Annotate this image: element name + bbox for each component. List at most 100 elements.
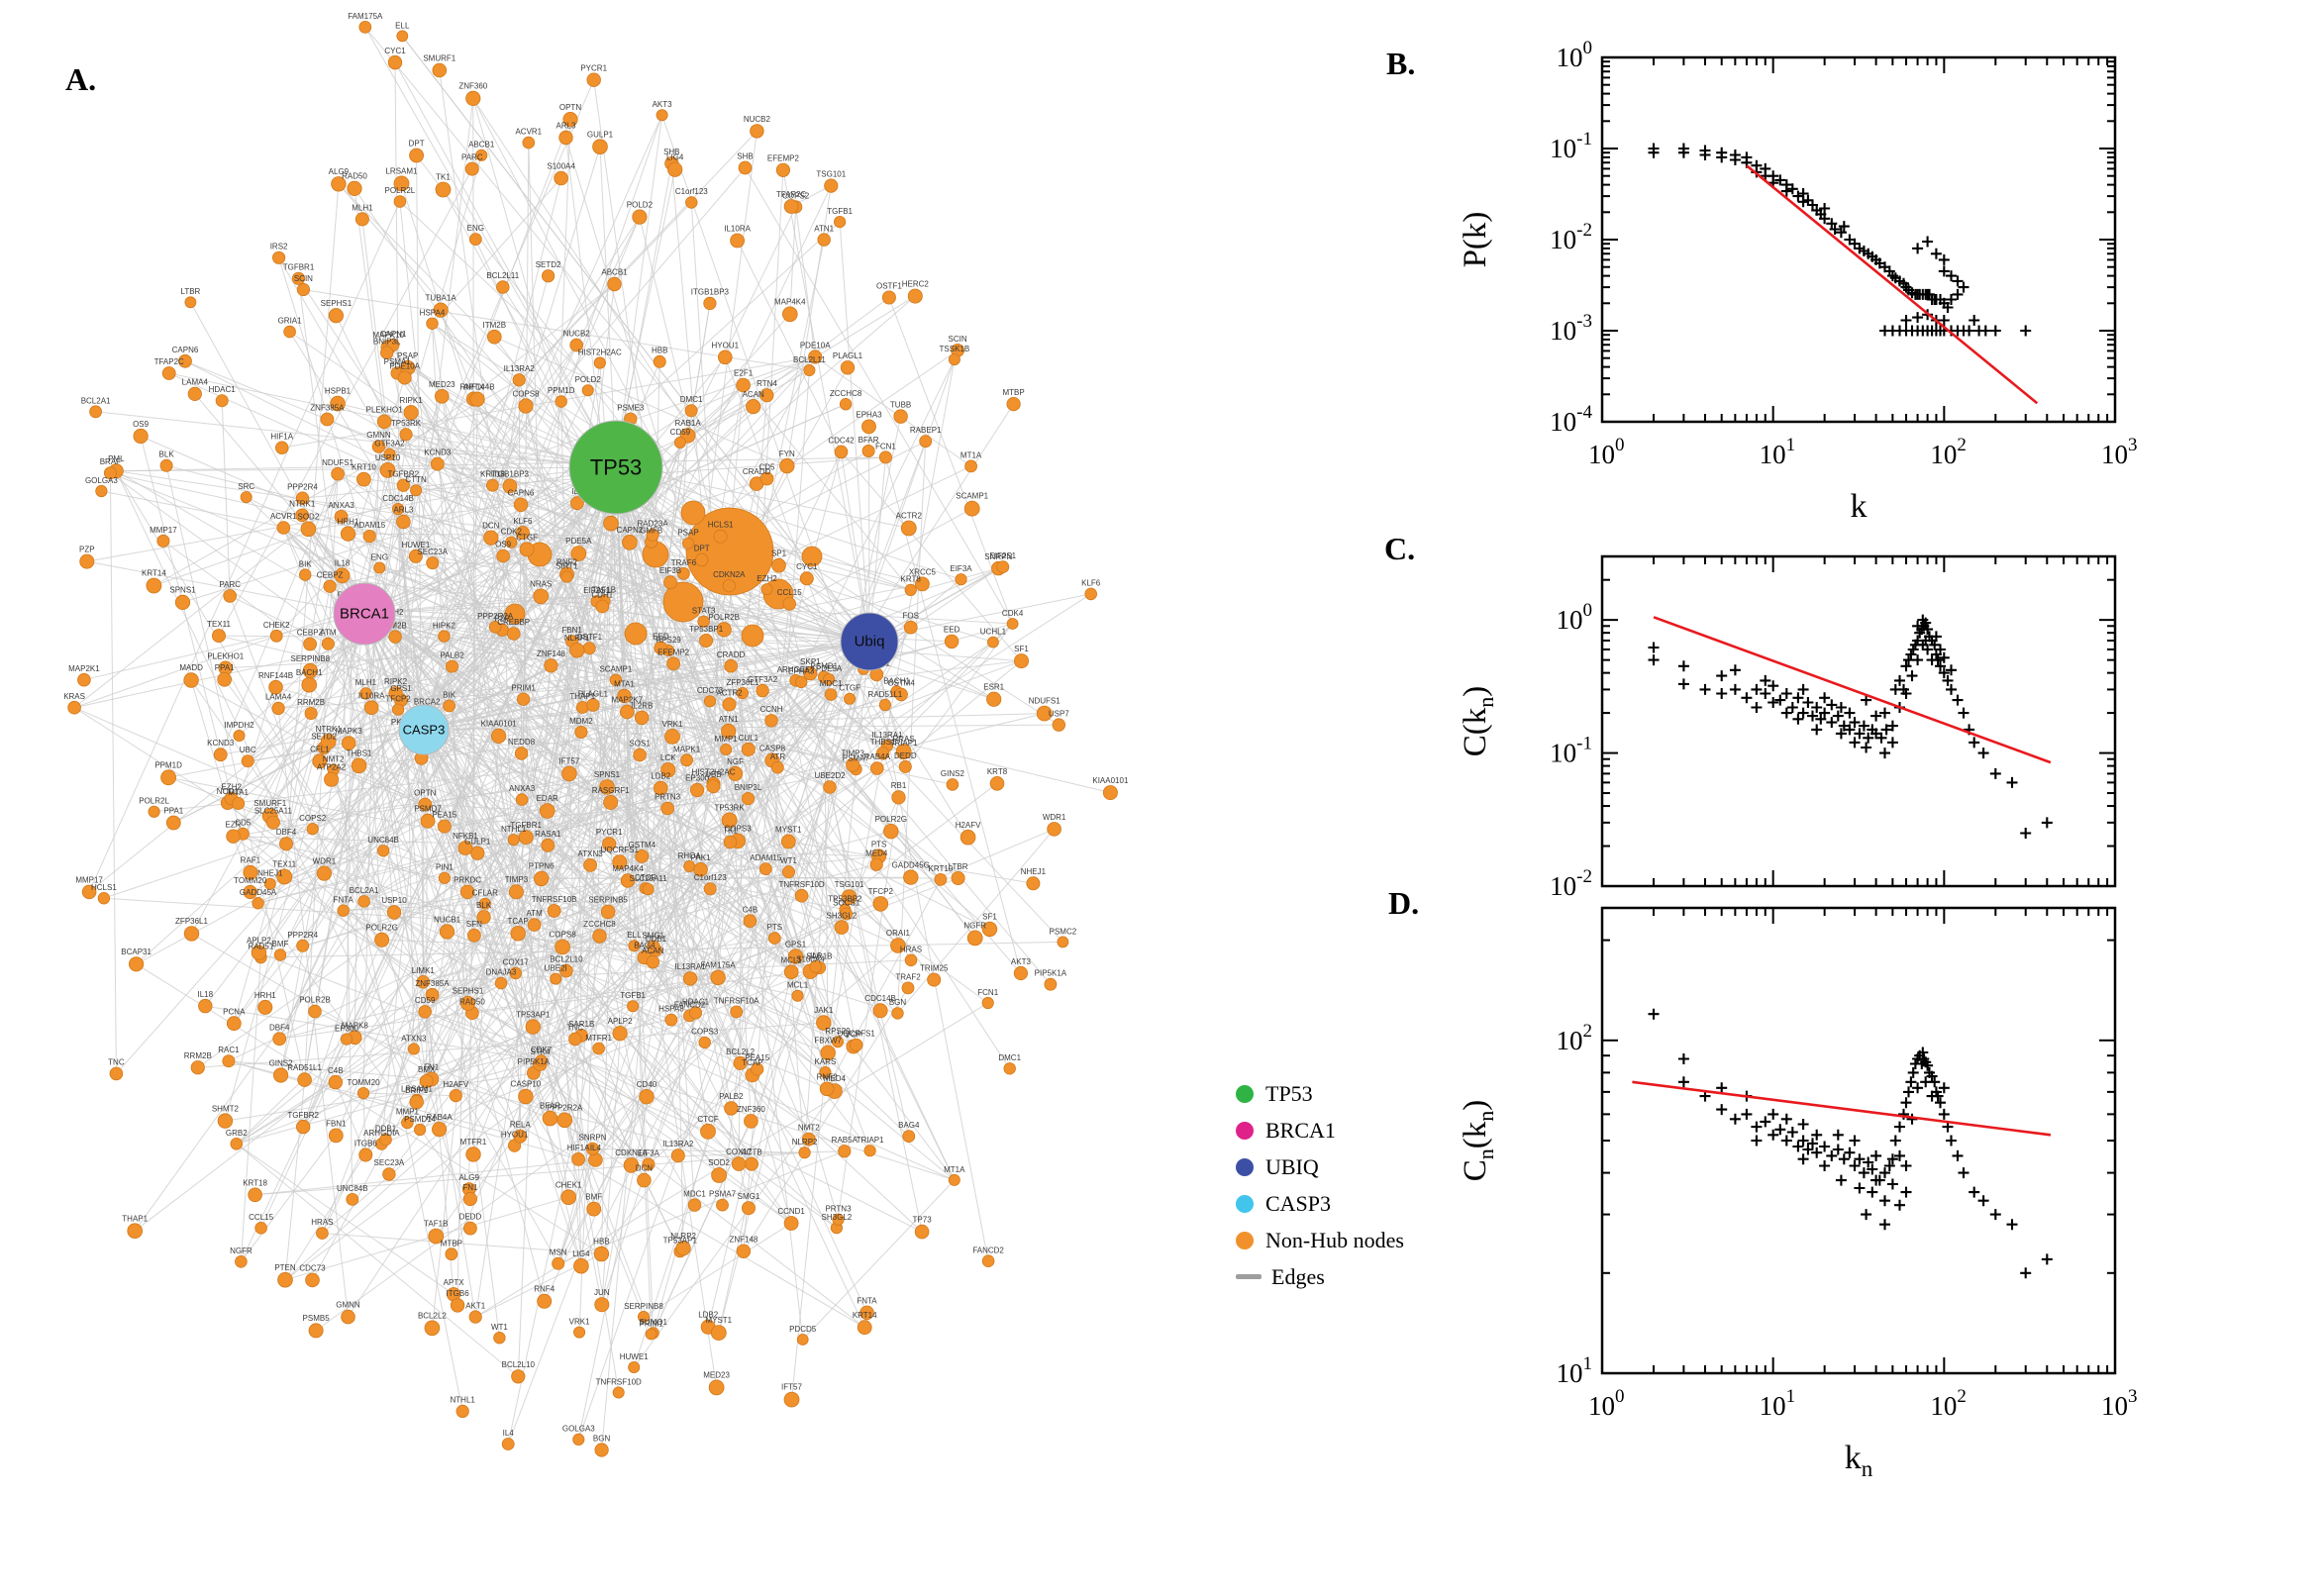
network-edge xyxy=(103,641,870,899)
network-edge xyxy=(690,356,816,412)
gene-label: DPT xyxy=(409,140,425,149)
gene-label: PYCR1 xyxy=(580,64,607,73)
non-hub-node xyxy=(857,1320,872,1336)
tick-label: 10-1 xyxy=(1550,734,1592,768)
tick-label: 10-1 xyxy=(1550,129,1592,163)
network-edge xyxy=(839,222,870,643)
network-edge xyxy=(205,1005,542,1061)
gene-label: THAP1 xyxy=(122,1214,148,1223)
non-hub-node xyxy=(299,568,312,581)
gene-label: TRAF6 xyxy=(671,558,697,567)
gene-label: MSN xyxy=(550,1248,567,1257)
gene-label: KLF6 xyxy=(513,517,533,526)
scatter-point xyxy=(1879,1219,1890,1231)
gene-label: TFCP2 xyxy=(868,887,894,896)
gene-label: SMG1 xyxy=(738,1192,760,1201)
network-edge xyxy=(423,729,695,1206)
gene-label: POLR2L xyxy=(139,797,169,806)
scatter-point xyxy=(1858,720,1869,732)
non-hub-node xyxy=(730,1005,744,1019)
gene-label: PPA1 xyxy=(163,806,183,815)
non-hub-node xyxy=(653,354,666,368)
scatter-point xyxy=(1716,1082,1728,1094)
non-hub-node xyxy=(1026,876,1041,891)
network-edge xyxy=(789,206,797,315)
non-hub-node xyxy=(457,841,473,855)
gene-label: GADD45A xyxy=(240,888,277,897)
gene-label: PPP2R4 xyxy=(287,482,318,491)
network-edge xyxy=(593,79,719,978)
gene-label: GOLGA3 xyxy=(85,476,118,485)
non-hub-node xyxy=(306,823,319,836)
non-hub-node xyxy=(915,576,930,592)
network-edge xyxy=(432,177,561,325)
gene-label: MAPK8 xyxy=(342,1022,369,1031)
non-hub-node xyxy=(418,797,433,812)
gene-label: BCAP31 xyxy=(121,948,152,956)
non-hub-node xyxy=(891,1007,904,1020)
gene-label: SLC25A11 xyxy=(254,807,293,816)
tick-label: 100 xyxy=(1588,435,1625,469)
network-edge xyxy=(421,757,751,922)
gene-label: TEX11 xyxy=(272,860,296,869)
gene-label: ZFP36L1 xyxy=(175,917,208,926)
gene-label: PTEN xyxy=(274,1263,296,1272)
gene-label: EIF2S1 xyxy=(583,586,610,595)
gene-label: RAB5A xyxy=(832,1136,858,1145)
non-hub-node xyxy=(556,1112,573,1129)
scatter-point xyxy=(1946,270,1957,282)
hub-label-casp3: CASP3 xyxy=(403,723,446,738)
scatter-point xyxy=(1844,1147,1856,1158)
non-hub-node xyxy=(642,882,655,896)
network-edge xyxy=(595,909,846,1160)
non-hub-node xyxy=(432,62,448,78)
gene-label: KRAS xyxy=(63,692,85,701)
non-hub-node xyxy=(502,478,518,494)
network-edge xyxy=(810,672,904,752)
gene-label: NTRK1 xyxy=(316,725,343,734)
non-hub-node xyxy=(103,466,117,480)
gene-label: VRK1 xyxy=(662,720,683,729)
non-hub-node xyxy=(226,1016,242,1032)
plot-frame xyxy=(1600,554,2117,888)
network-edge xyxy=(476,398,881,905)
scatter-point xyxy=(1861,694,1872,706)
gene-label: LRSAM1 xyxy=(385,166,418,175)
non-hub-node xyxy=(438,871,451,884)
gene-label: ATXN3 xyxy=(401,1034,427,1043)
gene-label: BGN xyxy=(889,998,907,1007)
gene-label: SCAMP1 xyxy=(956,492,988,501)
gene-label: ARL3 xyxy=(556,122,576,131)
network-edge xyxy=(388,623,820,968)
network-edge xyxy=(447,931,836,1092)
non-hub-node xyxy=(600,904,616,920)
non-hub-node xyxy=(518,398,534,414)
scatter-point xyxy=(1867,1186,1878,1198)
non-hub-node xyxy=(300,521,317,538)
tick-label: 102 xyxy=(1557,1021,1593,1055)
scatter-point xyxy=(1989,1209,2001,1221)
gene-label: IL6 xyxy=(810,951,822,960)
scatter-point xyxy=(1677,660,1689,672)
non-hub-node xyxy=(883,824,899,840)
scatter-point xyxy=(1906,670,1918,682)
non-hub-node xyxy=(593,1246,610,1262)
non-hub-node xyxy=(95,484,108,498)
non-hub-node xyxy=(562,112,578,128)
gene-label: LIMK1 xyxy=(412,966,436,975)
gene-label: RAD23A xyxy=(638,520,669,529)
scatter-point xyxy=(1952,694,1964,706)
non-hub-node xyxy=(552,1256,565,1270)
non-hub-node xyxy=(505,536,518,549)
scatter-point xyxy=(1858,1167,1869,1179)
gene-label: CFLAR xyxy=(472,889,498,898)
network-edge xyxy=(314,1011,650,1165)
network-edge xyxy=(473,398,935,980)
gene-label: PYCR1 xyxy=(596,828,623,837)
gene-label: FN1 xyxy=(462,1183,478,1192)
non-hub-node xyxy=(316,1227,329,1240)
network-edge xyxy=(449,450,869,707)
gene-label: CAPN6 xyxy=(508,489,535,498)
network-edge xyxy=(786,185,832,466)
network-edge xyxy=(431,1078,753,1165)
